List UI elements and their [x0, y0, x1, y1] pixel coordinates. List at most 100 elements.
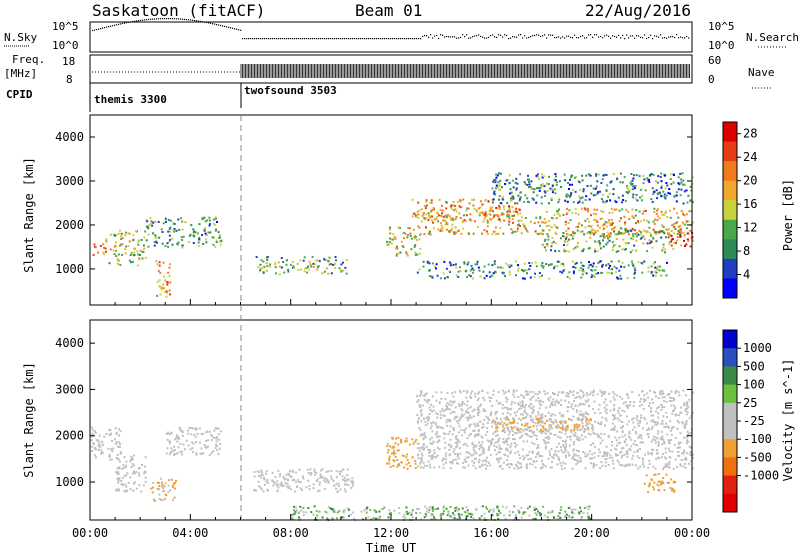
velocity-colorbar-seg-9 [723, 493, 737, 513]
nave-tick-bottom: 0 [708, 73, 715, 86]
xtick-label-3: 12:00 [373, 526, 409, 540]
power-ylabel: Slant Range [km] [22, 157, 36, 273]
power-colorbar-seg-7 [723, 258, 737, 279]
nsky-tick-top: 10^5 [52, 20, 79, 33]
power-region-5 [386, 225, 422, 257]
velocity-cbar-label-1: 500 [743, 359, 765, 373]
velocity-colorbar: 1000 500 100 25 -25 -100 -500 -1000 [722, 329, 779, 513]
velocity-colorbar-seg-7 [723, 457, 737, 477]
power-ytick-label-3: 4000 [55, 130, 84, 144]
power-colorbar-seg-0 [723, 122, 737, 143]
freq-panel [89, 54, 693, 84]
power-colorbar-seg-6 [723, 239, 737, 260]
power-cbar-label-0: 4 [743, 268, 750, 282]
power-region-3 [155, 260, 172, 298]
velocity-region-5 [386, 436, 418, 470]
power-cbar-label-6: 28 [743, 127, 757, 141]
xtick-label-1: 04:00 [172, 526, 208, 540]
power-panel [89, 114, 694, 306]
velocity-ytick-label-3: 4000 [55, 336, 84, 350]
velocity-ytick-label-1: 2000 [55, 429, 84, 443]
velocity-region-3 [165, 426, 222, 456]
velocity-colorbar-seg-6 [723, 439, 737, 458]
cpid-entry-1: themis 3300 [94, 93, 167, 106]
power-colorbar-seg-2 [723, 161, 737, 182]
power-region-7 [416, 207, 694, 236]
velocity-region-8 [643, 473, 677, 494]
nsky-label: N.Sky [4, 31, 37, 44]
freq-unit: [MHz] [4, 67, 37, 80]
power-colorbar-seg-3 [723, 180, 737, 201]
power-region-11 [667, 225, 694, 248]
velocity-colorbar-seg-8 [723, 475, 737, 495]
nsearch-label: N.Search [746, 31, 799, 44]
axes: 1000 2000 3000 4000 1000 2000 3000 4000 00:00 04:… [55, 130, 710, 540]
power-colorbar-frame [722, 121, 738, 299]
nsky-tick-bottom: 10^0 [52, 39, 79, 52]
velocity-colorbar-seg-1 [723, 348, 737, 367]
power-region-9 [416, 260, 668, 280]
date-title: 22/Aug/2016 [585, 1, 691, 20]
xtick-label-6: 00:00 [674, 526, 710, 540]
velocity-region-7 [492, 417, 592, 433]
cpid-entry-2: twofsound 3503 [244, 84, 337, 97]
station-title: Saskatoon (fitACF) [92, 1, 265, 20]
velocity-colorbar-label: Velocity [m s^-1] [781, 359, 795, 482]
beam-title: Beam 01 [355, 1, 422, 20]
velocity-colorbar-seg-3 [723, 384, 737, 404]
velocity-colorbar-seg-4 [723, 402, 737, 422]
velocity-ytick-label-0: 1000 [55, 475, 84, 489]
nsearch-tick-top: 10^5 [708, 20, 735, 33]
velocity-cbar-label-3: 25 [743, 396, 757, 410]
power-colorbar-label: Power [dB] [781, 179, 795, 251]
xtick-label-0: 00:00 [72, 526, 108, 540]
velocity-panel [89, 319, 694, 522]
power-region-1 [105, 229, 147, 267]
cpid-label: CPID [6, 88, 33, 101]
xtick-label-5: 20:00 [574, 526, 610, 540]
power-ytick-label-0: 1000 [55, 262, 84, 276]
power-cbar-label-3: 16 [743, 197, 757, 211]
power-colorbar: 4 8 12 16 20 24 28 [722, 121, 757, 299]
power-colorbar-seg-8 [723, 278, 737, 299]
velocity-region-4 [253, 468, 355, 493]
velocity-cbar-label-7: -1000 [743, 469, 779, 483]
power-cbar-label-5: 24 [743, 150, 757, 164]
velocity-region-6 [416, 389, 694, 470]
velocity-ylabel: Slant Range [km] [22, 362, 36, 478]
nsky-panel [89, 21, 693, 53]
velocity-cbar-label-0: 1000 [743, 341, 772, 355]
nave-tick-top: 60 [708, 54, 721, 67]
power-region-2 [145, 216, 223, 249]
freq-tick-top: 18 [62, 55, 75, 68]
power-ytick-label-1: 2000 [55, 218, 84, 232]
velocity-frame [89, 319, 693, 521]
power-region-10 [491, 172, 694, 205]
velocity-region-0 [90, 426, 123, 461]
time-xlabel: Time UT [366, 541, 417, 554]
velocity-colorbar-seg-0 [723, 330, 737, 349]
nave-label: Nave [748, 66, 775, 79]
freq-trace [92, 64, 690, 78]
freq-label: Freq. [12, 53, 45, 66]
velocity-colorbar-seg-5 [723, 421, 737, 440]
power-ytick-label-2: 3000 [55, 174, 84, 188]
nsky-trace [92, 18, 690, 40]
velocity-cbar-label-2: 100 [743, 378, 765, 392]
power-colorbar-seg-5 [723, 219, 737, 240]
power-region-8 [541, 229, 681, 254]
power-region-4 [255, 255, 348, 276]
xtick-label-2: 08:00 [273, 526, 309, 540]
velocity-data [90, 389, 694, 522]
velocity-region-2 [150, 477, 178, 502]
power-colorbar-seg-4 [723, 200, 737, 221]
power-data [92, 172, 694, 298]
power-region-0 [92, 243, 107, 256]
freq-tick-bottom: 8 [66, 73, 73, 86]
velocity-region-1 [115, 454, 147, 493]
xtick-label-4: 16:00 [473, 526, 509, 540]
power-cbar-label-2: 12 [743, 221, 757, 235]
velocity-cbar-label-4: -25 [743, 414, 765, 428]
power-cbar-label-1: 8 [743, 244, 750, 258]
